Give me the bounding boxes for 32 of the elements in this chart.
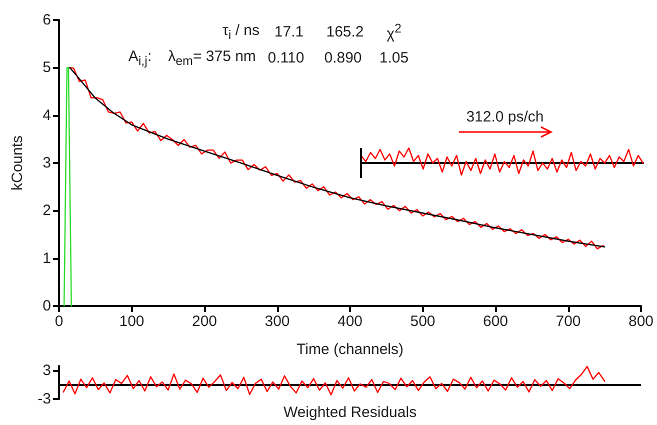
x-tick-label: 200 xyxy=(192,313,218,330)
y-tick-label: 3 xyxy=(42,154,51,172)
annotation: λ$_{em}$= 375 nm xyxy=(168,48,256,68)
x-tick-label: 700 xyxy=(556,313,581,330)
x-tick-label: 100 xyxy=(119,313,144,330)
annotation: 17.1 xyxy=(274,24,304,40)
line-series xyxy=(62,366,606,396)
y-tick-label: 4 xyxy=(42,106,51,124)
y-tick-label: 3 xyxy=(42,362,51,380)
annotation: χ$^{2}$ xyxy=(386,22,402,42)
annotation: 0.890 xyxy=(324,50,362,66)
y-tick-label: 1 xyxy=(42,250,51,267)
annotation: 165.2 xyxy=(326,24,364,40)
x-tick-label: 400 xyxy=(337,313,363,330)
x-tick-label: 300 xyxy=(264,313,290,330)
x-axis-title: Time (channels) xyxy=(296,341,404,358)
x-tick-label: 600 xyxy=(482,313,508,330)
annotation: 312.0 ps/ch xyxy=(466,108,544,126)
annotation: A$_{i,j}$: xyxy=(128,48,152,68)
y-axis-title: kCounts xyxy=(9,135,26,191)
x-tick-label: 500 xyxy=(410,313,436,330)
annotation: 0.110 xyxy=(268,50,304,66)
x-axis-title: Weighted Residuals xyxy=(283,404,417,421)
y-tick-label: 6 xyxy=(42,12,51,28)
y-tick-label: 0 xyxy=(42,298,51,314)
y-tick-label: 5 xyxy=(42,59,51,76)
annotation: τ$_{i}$ / ns xyxy=(222,22,260,42)
x-tick-label: 0 xyxy=(54,313,64,330)
y-tick-label: -3 xyxy=(38,390,51,408)
y-tick-label: 2 xyxy=(42,202,51,220)
annotation: 1.05 xyxy=(379,50,409,66)
x-tick-label: 800 xyxy=(628,313,654,330)
